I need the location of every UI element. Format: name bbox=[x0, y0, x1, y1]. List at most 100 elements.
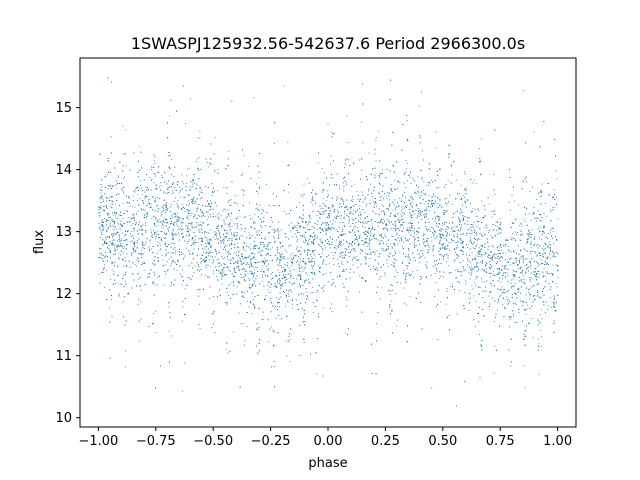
data-point bbox=[421, 176, 423, 178]
data-point bbox=[246, 236, 247, 238]
data-point bbox=[399, 240, 400, 242]
data-point bbox=[323, 172, 325, 174]
data-point bbox=[230, 254, 232, 255]
data-point bbox=[535, 252, 537, 254]
data-point bbox=[420, 215, 422, 216]
data-point bbox=[278, 259, 280, 261]
data-point bbox=[456, 254, 458, 256]
data-point bbox=[336, 215, 338, 217]
data-point bbox=[231, 225, 233, 227]
data-point bbox=[103, 260, 104, 262]
data-point bbox=[359, 208, 360, 209]
data-point bbox=[535, 275, 537, 277]
data-point bbox=[472, 268, 474, 269]
data-point bbox=[261, 220, 262, 222]
data-point bbox=[511, 287, 512, 289]
data-point bbox=[259, 283, 260, 284]
data-point bbox=[323, 307, 324, 309]
data-point bbox=[325, 263, 327, 265]
data-point bbox=[413, 230, 415, 232]
data-point bbox=[159, 275, 161, 277]
data-point bbox=[396, 206, 398, 208]
data-point bbox=[416, 270, 418, 272]
data-point bbox=[155, 231, 157, 233]
data-point bbox=[365, 262, 367, 264]
data-point bbox=[351, 242, 353, 243]
data-point bbox=[543, 274, 545, 276]
data-point bbox=[317, 162, 319, 164]
data-point bbox=[277, 228, 279, 230]
data-point bbox=[352, 198, 354, 200]
data-point bbox=[405, 187, 407, 188]
data-point bbox=[126, 221, 128, 223]
data-point bbox=[479, 238, 481, 240]
data-point bbox=[139, 285, 140, 287]
data-point bbox=[537, 217, 539, 219]
data-point bbox=[413, 233, 415, 235]
data-point bbox=[100, 197, 102, 199]
data-point bbox=[129, 241, 131, 243]
data-point bbox=[333, 254, 335, 256]
data-point bbox=[411, 224, 413, 226]
data-point bbox=[321, 168, 323, 169]
data-point bbox=[303, 268, 305, 270]
data-point bbox=[346, 115, 348, 117]
data-point bbox=[322, 198, 324, 200]
data-point bbox=[444, 198, 446, 200]
data-point bbox=[497, 272, 499, 274]
data-point bbox=[410, 219, 412, 221]
data-point bbox=[501, 257, 503, 259]
data-point bbox=[160, 215, 162, 217]
data-point bbox=[199, 328, 201, 329]
data-point bbox=[396, 234, 398, 236]
data-point bbox=[474, 266, 475, 268]
data-point bbox=[391, 264, 393, 266]
data-point bbox=[370, 269, 371, 271]
data-point bbox=[259, 187, 260, 189]
data-point bbox=[171, 223, 173, 225]
data-point bbox=[481, 260, 483, 261]
data-point bbox=[343, 239, 344, 241]
data-point bbox=[327, 207, 329, 208]
data-point bbox=[511, 285, 513, 287]
data-point bbox=[204, 275, 206, 277]
data-point bbox=[389, 204, 390, 206]
data-point bbox=[313, 227, 315, 229]
data-point bbox=[231, 258, 233, 260]
data-point bbox=[273, 365, 275, 367]
data-point bbox=[486, 268, 487, 270]
data-point bbox=[407, 239, 408, 241]
data-point bbox=[547, 245, 549, 247]
data-point bbox=[503, 267, 505, 269]
data-point bbox=[494, 345, 496, 347]
data-point bbox=[500, 232, 502, 234]
data-point bbox=[268, 292, 270, 293]
data-point bbox=[299, 258, 301, 260]
data-point bbox=[448, 265, 450, 266]
data-point bbox=[491, 210, 493, 212]
data-point bbox=[133, 200, 134, 201]
data-point bbox=[362, 142, 364, 144]
data-point bbox=[280, 247, 281, 249]
data-point bbox=[233, 252, 235, 254]
data-point bbox=[149, 242, 151, 244]
data-point bbox=[381, 204, 383, 206]
data-point bbox=[108, 188, 110, 189]
data-point bbox=[221, 283, 223, 285]
data-point bbox=[271, 229, 273, 230]
data-point bbox=[319, 211, 321, 213]
data-point bbox=[278, 278, 280, 280]
data-point bbox=[178, 233, 180, 235]
data-point bbox=[435, 282, 437, 284]
data-point bbox=[253, 221, 255, 223]
data-point bbox=[184, 211, 186, 213]
data-point bbox=[536, 255, 538, 257]
data-point bbox=[104, 264, 106, 266]
data-point bbox=[122, 217, 124, 219]
data-point bbox=[501, 269, 503, 271]
data-point bbox=[300, 246, 302, 248]
data-point bbox=[406, 273, 407, 274]
data-point bbox=[302, 271, 304, 273]
data-point bbox=[197, 158, 199, 160]
data-point bbox=[289, 338, 291, 340]
